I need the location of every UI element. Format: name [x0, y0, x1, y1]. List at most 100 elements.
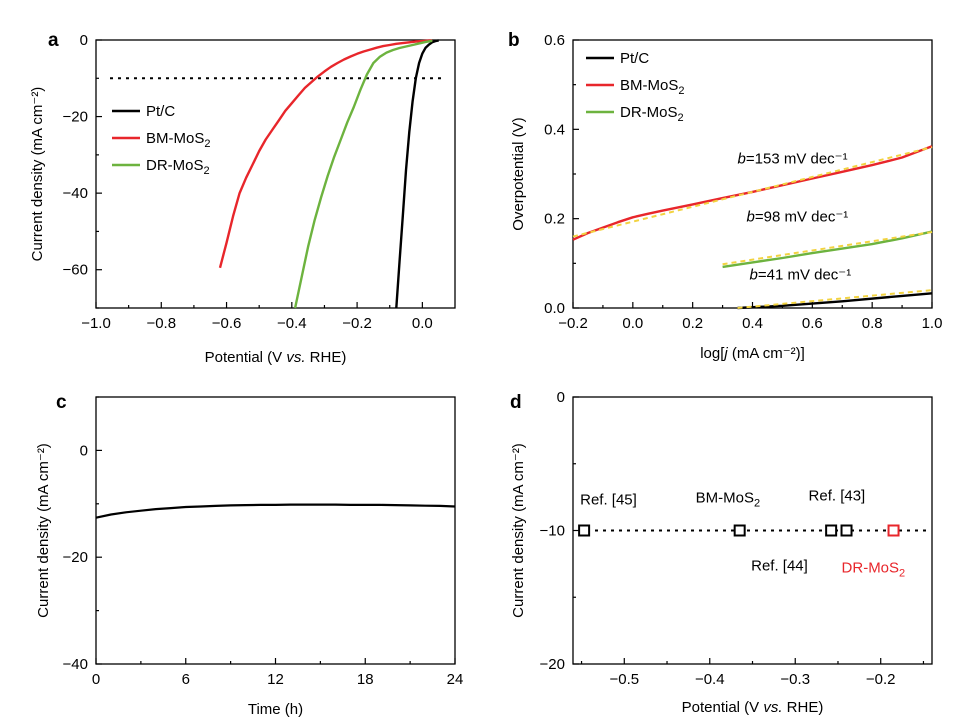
plot-frame: [95, 396, 456, 665]
x-tick-label: 0.6: [802, 315, 823, 332]
point-label: BM-MoS2: [696, 490, 760, 510]
point-label-text: Ref. [43]: [809, 488, 866, 505]
legend-entry: DR-MoS2: [146, 157, 210, 177]
x-axis-label: Potential (V vs. RHE): [682, 699, 824, 716]
x-axis-label-suffix: (mA cm⁻²)]: [728, 345, 805, 362]
tafel-fit-line: [722, 231, 933, 266]
legend-subscript: 2: [204, 165, 210, 177]
panel-letter: d: [510, 392, 522, 413]
y-tick-label: −40: [63, 656, 88, 673]
x-tick-label: −0.3: [780, 671, 810, 688]
x-tick-label: −0.4: [277, 315, 307, 332]
panel-c: c 0 6 12 18 24 0 −20 −40 Time (h) Current density …: [35, 392, 463, 718]
dr-mos2-tafel: [722, 230, 933, 269]
legend-entry: Pt/C: [620, 50, 649, 67]
y-tick-label: −60: [63, 262, 88, 279]
legend-label: Pt/C: [620, 50, 649, 67]
tafel-slope-value: =41 mV dec⁻¹: [758, 267, 851, 284]
point-label-subscript: 2: [899, 568, 905, 580]
x-tick-label: 1.0: [922, 315, 943, 332]
x-tick-label: 24: [447, 671, 464, 688]
y-tick-label: −10: [540, 523, 565, 540]
y-tick-label: 0: [557, 389, 565, 406]
point-label-text: BM-MoS: [696, 490, 754, 507]
y-tick-label: 0.2: [544, 211, 565, 228]
legend-entry: BM-MoS2: [146, 130, 210, 150]
x-tick-label: −0.8: [146, 315, 176, 332]
panel-a: a −1.0 −0.8 −0.6 −0.4 −0.2 0.0 0 −20 −40 −60 Pt/C BM…: [29, 30, 456, 366]
point-label: Ref. [44]: [751, 558, 808, 575]
x-axis-label-part: Potential (V: [205, 349, 287, 366]
tafel-slope-symbol: b: [750, 267, 758, 284]
point-label-text: DR-MoS: [842, 560, 900, 577]
x-tick-label: −0.6: [212, 315, 242, 332]
x-tick-label: 12: [267, 671, 284, 688]
panel-letter: a: [48, 30, 59, 51]
y-axis-label: Current density (mA cm⁻²): [29, 87, 46, 262]
y-tick-label: 0: [80, 442, 88, 459]
x-axis-label: Time (h): [248, 701, 303, 718]
y-tick-label: 0.6: [544, 32, 565, 49]
x-tick-label: 0: [92, 671, 100, 688]
legend-entry: Pt/C: [146, 103, 175, 120]
x-tick-label: 18: [357, 671, 374, 688]
y-tick-label: −20: [63, 549, 88, 566]
x-tick-label: −0.2: [342, 315, 372, 332]
x-axis-label-variable: j: [722, 345, 728, 362]
legend-subscript: 2: [678, 85, 684, 97]
point-label-text: Ref. [44]: [751, 558, 808, 575]
x-tick-label: 0.8: [862, 315, 883, 332]
tafel-slope-symbol: b: [738, 150, 746, 167]
dr-mos2-point: [887, 524, 900, 537]
legend-label: BM-MoS: [146, 130, 204, 147]
tafel-fit-line: [737, 289, 933, 309]
tafel-slope-symbol: b: [747, 208, 755, 225]
ref-45-point: [578, 524, 591, 537]
legend-subscript: 2: [678, 112, 684, 124]
x-axis-label-prefix: log[: [700, 345, 725, 362]
legend-subscript: 2: [204, 138, 210, 150]
tafel-slope-annotation: b=98 mV dec⁻¹: [747, 208, 849, 225]
ref-43-point: [840, 524, 853, 537]
y-tick-label: 0: [80, 32, 88, 49]
y-tick-label: 0.4: [544, 121, 565, 138]
y-tick-label: 0.0: [544, 300, 565, 317]
legend-entry: DR-MoS2: [620, 104, 684, 124]
point-label: Ref. [45]: [580, 492, 637, 509]
x-axis-label-part: Potential (V: [682, 699, 764, 716]
legend-label: DR-MoS: [620, 104, 678, 121]
y-tick-label: −20: [540, 656, 565, 673]
dr-mos2-curve: [293, 39, 433, 309]
point-label: DR-MoS2: [842, 560, 906, 580]
y-axis-label: Current density (mA cm⁻²): [510, 443, 527, 618]
x-axis-label-part: RHE): [783, 699, 824, 716]
point-label: Ref. [43]: [809, 488, 866, 505]
bm-mos2-curve: [218, 39, 433, 269]
x-tick-label: −0.2: [558, 315, 588, 332]
x-tick-label: 0.2: [682, 315, 703, 332]
bm-mos2-point: [733, 524, 746, 537]
x-tick-label: −0.4: [695, 671, 725, 688]
point-label-subscript: 2: [754, 498, 760, 510]
x-tick-label: 0.0: [412, 315, 433, 332]
y-tick-label: −40: [63, 185, 88, 202]
panel-letter: c: [56, 392, 67, 413]
ptc-tafel: [737, 292, 933, 310]
x-axis-label: Potential (V vs. RHE): [205, 349, 347, 366]
x-axis-label-italic: vs.: [763, 699, 782, 716]
plot-frame: [572, 396, 933, 665]
x-axis-label-part: RHE): [306, 349, 347, 366]
plot-frame: [95, 39, 456, 309]
x-tick-label: −1.0: [81, 315, 111, 332]
y-tick-label: −20: [63, 109, 88, 126]
tafel-slope-value: =153 mV dec⁻¹: [746, 150, 848, 167]
y-axis-label: Current density (mA cm⁻²): [35, 443, 52, 618]
legend-entry: BM-MoS2: [620, 77, 684, 97]
x-tick-label: 0.0: [622, 315, 643, 332]
x-tick-label: −0.2: [866, 671, 896, 688]
point-label-text: Ref. [45]: [580, 492, 637, 509]
x-tick-label: −0.5: [609, 671, 639, 688]
stability-curve: [95, 503, 456, 519]
